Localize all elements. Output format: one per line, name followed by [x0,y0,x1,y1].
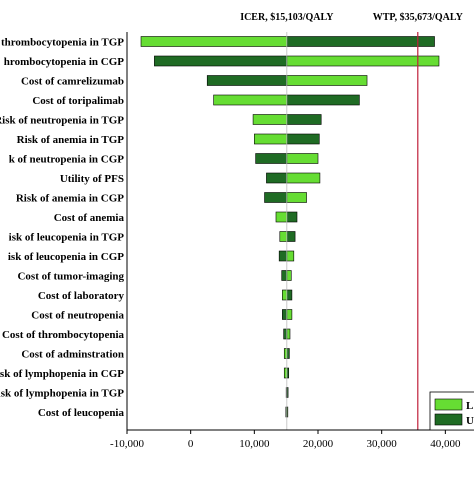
category-label-1: hrombocytopenia in CGP [4,56,124,68]
bar-high-8 [264,192,288,203]
bar-high-10 [286,231,296,242]
legend-label-high: U [466,415,474,427]
category-label-14: Cost of neutropenia [31,310,124,322]
bar-low-7 [286,172,321,184]
bar-low-3 [213,94,288,106]
category-label-0: thrombocytopenia in TGP [1,37,124,49]
bar-high-0 [286,36,435,47]
x-tick-label-1: 0 [188,438,194,450]
bar-high-11 [278,250,288,262]
bar-low-15 [286,328,291,340]
x-tick-label-3: 20,000 [303,438,334,450]
bar-high-2 [206,75,288,86]
bar-low-9 [275,211,288,223]
category-label-8: Risk of anemia in CGP [16,193,124,205]
bar-low-13 [282,289,288,301]
bar-low-1 [286,55,440,67]
category-label-6: k of neutropenia in CGP [9,154,125,166]
legend-label-low: L [466,400,473,412]
bar-high-1 [154,55,288,67]
x-tick-label-2: 10,000 [239,438,270,450]
x-tick-label-0: -10,000 [110,438,144,450]
bar-high-4 [286,114,322,125]
bar-high-14 [282,309,288,320]
legend-swatch-low [434,398,463,411]
category-label-11: isk of leucopenia in CGP [8,251,124,263]
bar-high-9 [286,211,298,223]
bar-high-13 [286,289,293,301]
bar-low-11 [286,250,295,262]
bar-high-3 [286,94,360,106]
category-label-18: isk of lymphopenia in TGP [0,388,124,400]
x-axis-ticks: -10,000 0 10,000 20,000 30,000 40,000 [110,430,461,450]
legend: L U [429,391,474,431]
category-label-2: Cost of camrelizumab [21,76,124,88]
bar-low-5 [254,133,288,145]
bar-low-12 [286,270,292,281]
category-label-15: Cost of thrombocytopenia [2,329,125,341]
category-label-4: Risk of neutropenia in TGP [0,115,124,127]
bar-low-6 [286,153,319,164]
bar-low-10 [279,231,288,242]
x-tick-label-4: 30,000 [367,438,398,450]
category-label-3: Cost of toripalimab [32,95,124,107]
bar-high-15 [283,328,288,340]
legend-swatch-high [434,413,463,426]
bar-low-8 [286,192,307,203]
category-label-16: Cost of adminstration [21,349,124,361]
category-label-19: Cost of leucopenia [38,407,125,419]
bar-low-2 [286,75,368,86]
bar-high-6 [255,153,288,164]
category-label-17: isk of lymphopenia in CGP [0,368,124,380]
wtp-annotation: WTP, $35,673/QALY [373,12,464,23]
category-label-9: Cost of anemia [54,212,125,224]
category-label-10: isk of leucopenia in TGP [9,232,125,244]
bars-layer [140,36,440,418]
category-label-5: Risk of anemia in TGP [17,134,125,146]
category-label-12: Cost of tumor-imaging [17,271,124,283]
icer-annotation: ICER, $15,103/QALY [240,12,334,23]
x-tick-label-5: 40,000 [430,438,461,450]
category-label-7: Utility of PFS [60,173,124,185]
bar-high-12 [281,270,288,281]
bar-high-5 [286,133,320,145]
category-labels: thrombocytopenia in TGP hrombocytopenia i… [0,37,124,420]
bar-high-7 [266,172,288,184]
bar-low-0 [140,36,288,47]
bar-low-14 [286,309,293,320]
bar-low-4 [252,114,288,125]
category-label-13: Cost of laboratory [38,290,125,302]
